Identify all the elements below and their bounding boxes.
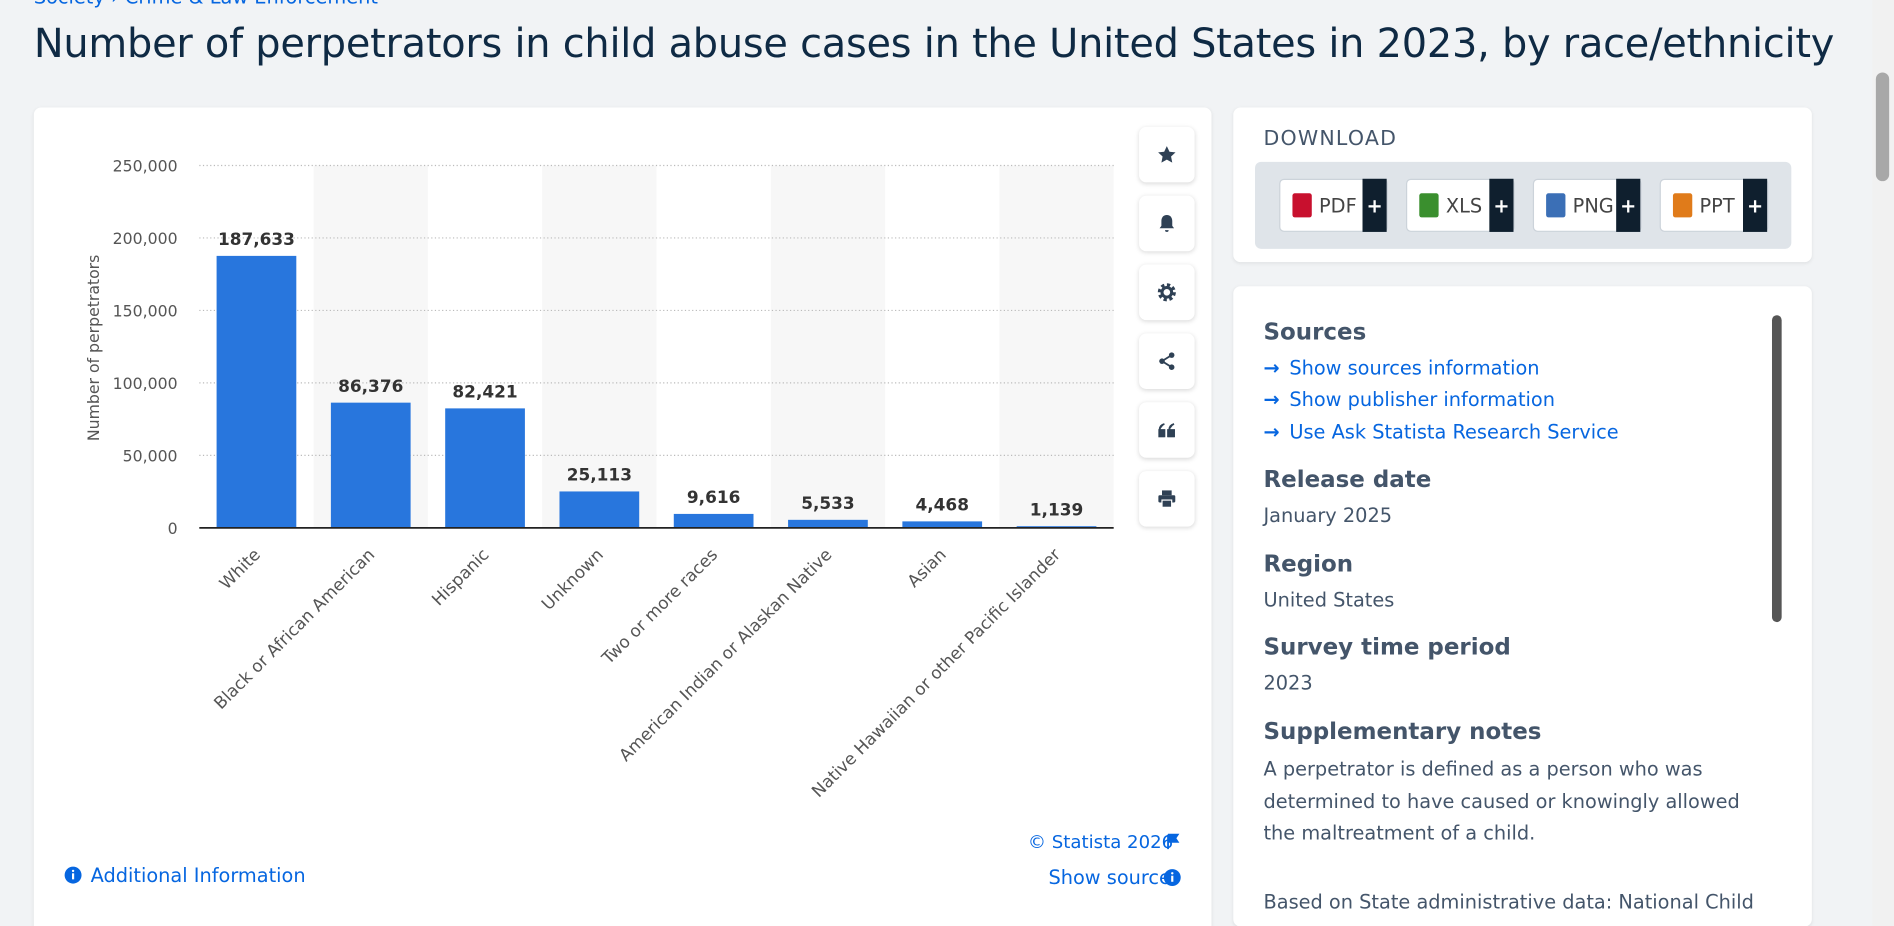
x-tick-label: Hispanic (428, 544, 493, 609)
bar (330, 402, 411, 528)
region-value: United States (1263, 588, 1395, 612)
share-button[interactable] (1139, 333, 1195, 389)
bar (445, 408, 525, 528)
value-label: 82,421 (452, 382, 517, 402)
details-card: Sources Show sources information Show pu… (1233, 286, 1812, 926)
download-button[interactable]: XLS + (1405, 178, 1515, 232)
band-shade (542, 165, 657, 528)
scrollbar[interactable] (1872, 0, 1894, 926)
notes-text: A perpetrator is defined as a person who… (1263, 757, 1740, 845)
x-tick-label: White (215, 544, 264, 593)
notes-clip: Based on State administrative data: Nati… (1233, 887, 1777, 926)
y-tick-label: 100,000 (113, 374, 178, 393)
value-label: 86,376 (338, 376, 403, 396)
x-tick-label: American Indian or Alaskan Native (615, 544, 836, 765)
settings-button[interactable] (1139, 264, 1195, 321)
add-icon: + (1489, 178, 1514, 232)
show-source[interactable]: Show source (1048, 866, 1171, 890)
scroll-thumb[interactable] (1771, 315, 1782, 623)
download-heading: DOWNLOAD (1263, 126, 1398, 151)
band-shade (999, 165, 1114, 528)
notes-heading: Supplementary notes (1263, 718, 1542, 746)
period-value: 2023 (1263, 671, 1313, 695)
format-label: PPT (1699, 193, 1735, 217)
region-heading: Region (1263, 550, 1354, 578)
bar (216, 255, 297, 528)
sources-heading: Sources (1263, 318, 1367, 346)
bar (902, 521, 983, 528)
favorite-button[interactable] (1139, 126, 1195, 183)
file-icon (1292, 193, 1312, 218)
breadcrumb[interactable]: Society › Crime & Law Enforcement (34, 0, 378, 8)
download-button[interactable]: PDF + (1279, 178, 1388, 232)
band-shade (770, 165, 886, 528)
additional-information[interactable]: Additional Information (90, 863, 306, 887)
value-label: 25,113 (567, 465, 632, 485)
print-button[interactable] (1139, 471, 1195, 527)
format-label: XLS (1445, 193, 1483, 217)
value-label: 4,468 (915, 495, 968, 515)
alert-button[interactable] (1139, 195, 1195, 252)
notes-text-2: Based on State administrative data: Nati… (1263, 890, 1754, 926)
release-heading: Release date (1263, 466, 1432, 493)
bar (788, 519, 868, 528)
format-label: PNG (1572, 193, 1614, 217)
download-button[interactable]: PNG + (1532, 178, 1642, 232)
info-icon (64, 866, 82, 884)
download-button[interactable]: PPT + (1659, 178, 1769, 232)
file-icon (1419, 193, 1439, 218)
value-label: 1,139 (1030, 499, 1083, 519)
y-tick-label: 250,000 (113, 157, 178, 176)
file-icon (1546, 193, 1566, 218)
x-tick-label: Unknown (537, 544, 607, 614)
flag-icon (1167, 833, 1180, 850)
value-label: 9,616 (687, 487, 740, 507)
add-icon: + (1616, 178, 1641, 232)
value-label: 5,533 (801, 493, 854, 513)
publisher-link[interactable]: Show publisher information (1263, 388, 1555, 411)
y-axis-label: Number of perpetrators (84, 255, 103, 441)
y-tick-label: 200,000 (113, 229, 178, 248)
add-icon: + (1362, 178, 1387, 232)
format-label: PDF (1319, 193, 1357, 217)
x-tick-label: Two or more races (597, 544, 721, 668)
period-heading: Survey time period (1263, 634, 1511, 661)
y-tick-label: 0 (168, 519, 178, 538)
sources-link[interactable]: Show sources information (1263, 356, 1539, 379)
bar (673, 513, 754, 528)
x-tick-label: Native Hawaiian or other Pacific Islande… (807, 544, 1064, 801)
file-icon (1672, 193, 1693, 218)
research-link[interactable]: Use Ask Statista Research Service (1263, 420, 1618, 443)
cite-button[interactable] (1139, 402, 1195, 458)
add-icon: + (1742, 178, 1768, 232)
page-title: Number of perpetrators in child abuse ca… (33, 19, 1835, 67)
info-icon (1163, 869, 1181, 886)
release-value: January 2025 (1263, 503, 1393, 527)
bar (559, 491, 640, 528)
y-tick-label: 150,000 (113, 301, 178, 320)
value-label: 187,633 (218, 229, 295, 249)
x-tick-label: Asian (903, 544, 950, 591)
y-tick-label: 50,000 (123, 446, 178, 465)
copyright[interactable]: © Statista 2026 (1027, 831, 1174, 853)
